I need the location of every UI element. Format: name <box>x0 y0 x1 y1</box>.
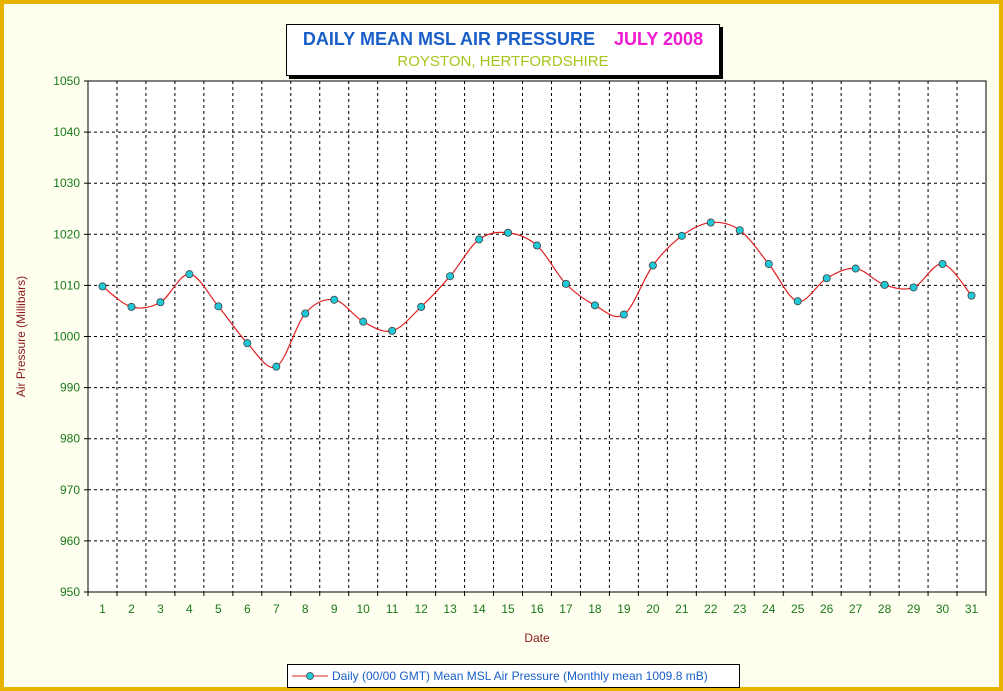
x-tick-label: 6 <box>244 602 251 616</box>
x-tick-label: 22 <box>704 602 718 616</box>
x-tick-label: 4 <box>186 602 193 616</box>
y-tick-label: 1000 <box>53 330 80 344</box>
x-tick-label: 1 <box>99 602 106 616</box>
data-point <box>619 310 628 319</box>
chart-title-date: JULY 2008 <box>614 29 704 49</box>
chart-subtitle: ROYSTON, HERTFORDSHIRE <box>397 53 609 70</box>
data-point <box>706 218 715 227</box>
x-tick-label: 30 <box>936 602 950 616</box>
data-point <box>272 362 281 371</box>
y-tick-label: 980 <box>60 432 80 446</box>
x-tick-label: 11 <box>386 602 399 616</box>
y-tick-label: 970 <box>60 483 80 497</box>
x-tick-label: 8 <box>302 602 309 616</box>
x-tick-label: 27 <box>849 602 863 616</box>
data-point <box>446 272 455 281</box>
x-tick-label: 20 <box>646 602 660 616</box>
legend: Daily (00/00 GMT) Mean MSL Air Pressure … <box>287 664 740 688</box>
x-axis-label: Date <box>524 631 550 645</box>
data-point <box>909 283 918 292</box>
y-tick-label: 1010 <box>53 278 80 292</box>
data-point <box>880 280 889 289</box>
data-point <box>590 301 599 310</box>
data-point <box>475 235 484 244</box>
x-tick-label: 24 <box>762 602 776 616</box>
x-tick-label: 15 <box>501 602 515 616</box>
y-axis-label: Air Pressure (Millibars) <box>14 276 28 397</box>
y-tick-label: 1050 <box>53 74 80 88</box>
data-point <box>156 298 165 307</box>
data-point <box>214 302 223 311</box>
x-tick-label: 26 <box>820 602 834 616</box>
data-point <box>127 302 136 311</box>
plot-area <box>87 80 987 593</box>
chart-title: DAILY MEAN MSL AIR PRESSURE <box>302 29 595 49</box>
x-tick-label: 19 <box>617 602 631 616</box>
x-tick-label: 23 <box>733 602 747 616</box>
data-point <box>561 279 570 288</box>
x-tick-label: 5 <box>215 602 222 616</box>
data-point <box>185 270 194 279</box>
legend-swatch-icon <box>292 672 328 680</box>
chart-svg: 9509609709809901000101010201030104010501… <box>14 74 987 645</box>
data-point <box>735 226 744 235</box>
x-tick-label: 14 <box>472 602 486 616</box>
data-point <box>533 241 542 250</box>
y-tick-label: 960 <box>60 534 80 548</box>
x-tick-label: 13 <box>443 602 457 616</box>
data-point <box>98 282 107 291</box>
x-tick-label: 18 <box>588 602 602 616</box>
x-tick-label: 9 <box>331 602 338 616</box>
x-tick-label: 3 <box>157 602 164 616</box>
x-tick-label: 12 <box>414 602 428 616</box>
x-tick-label: 10 <box>357 602 371 616</box>
data-point <box>967 291 976 300</box>
x-tick-label: 7 <box>273 602 280 616</box>
y-tick-label: 990 <box>60 381 80 395</box>
y-tick-label: 1040 <box>53 125 80 139</box>
data-point <box>301 309 310 318</box>
x-tick-label: 25 <box>791 602 805 616</box>
x-tick-label: 21 <box>675 602 689 616</box>
x-tick-label: 17 <box>559 602 573 616</box>
data-point <box>243 339 252 348</box>
x-tick-label: 29 <box>907 602 921 616</box>
data-point <box>648 261 657 270</box>
x-tick-label: 16 <box>530 602 544 616</box>
y-tick-label: 950 <box>60 585 80 599</box>
x-tick-label: 31 <box>965 602 979 616</box>
data-point <box>359 317 368 326</box>
x-tick-label: 28 <box>878 602 892 616</box>
data-point <box>388 326 397 335</box>
title-line: DAILY MEAN MSL AIR PRESSURE JULY 2008 <box>287 29 719 50</box>
data-point <box>938 259 947 268</box>
data-point <box>677 231 686 240</box>
title-box: DAILY MEAN MSL AIR PRESSURE JULY 2008 RO… <box>286 24 720 76</box>
x-tick-label: 2 <box>128 602 135 616</box>
legend-label: Daily (00/00 GMT) Mean MSL Air Pressure … <box>332 669 708 683</box>
data-point <box>504 228 513 237</box>
data-point <box>822 274 831 283</box>
data-point <box>851 264 860 273</box>
data-point <box>764 259 773 268</box>
y-tick-label: 1020 <box>53 227 80 241</box>
y-tick-label: 1030 <box>53 176 80 190</box>
data-point <box>417 302 426 311</box>
data-point <box>793 297 802 306</box>
data-point <box>330 295 339 304</box>
